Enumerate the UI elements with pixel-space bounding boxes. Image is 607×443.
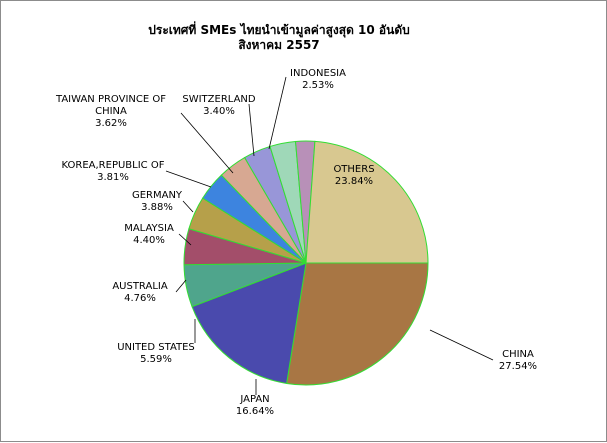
leader-line-china	[429, 329, 494, 361]
data-label-name-taiwan-province-of-china: CHINA	[95, 106, 127, 117]
data-label-name-others: OTHERS	[333, 164, 374, 175]
data-label-name-korea-republic-of: KOREA,REPUBLIC OF	[62, 160, 165, 171]
data-label-name-japan: JAPAN	[239, 394, 269, 405]
pie-slice-china	[286, 262, 429, 386]
data-label-pct-switzerland: 3.40%	[203, 106, 235, 117]
leader-line-germany	[182, 200, 194, 213]
data-label-name-china: CHINA	[502, 349, 534, 360]
data-label-pct-malaysia: 4.40%	[133, 235, 165, 246]
data-label-pct-united-states: 5.59%	[140, 354, 172, 365]
data-label-pct-taiwan-province-of-china: 3.62%	[95, 118, 127, 129]
data-label-pct-china: 27.54%	[499, 361, 537, 372]
data-label-name-australia: AUSTRALIA	[112, 281, 168, 292]
pie-slice-japan	[191, 262, 307, 385]
leader-line-switzerland	[248, 103, 255, 157]
data-label-name-taiwan-province-of-china: TAIWAN PROVINCE OF	[55, 94, 166, 105]
leader-line-indonesia	[268, 76, 287, 150]
data-label-pct-australia: 4.76%	[124, 293, 156, 304]
data-label-name-germany: GERMANY	[132, 190, 183, 201]
data-label-pct-germany: 3.88%	[141, 202, 173, 213]
chart-subtitle: สิงหาคม 2557	[238, 38, 319, 52]
data-label-name-united-states: UNITED STATES	[117, 342, 195, 353]
leader-line-australia	[175, 279, 187, 293]
leader-line-korea-republic-of	[165, 170, 212, 188]
data-label-name-switzerland: SWITZERLAND	[182, 94, 256, 105]
pie-slice-others	[305, 140, 429, 264]
data-label-name-malaysia: MALAYSIA	[124, 223, 174, 234]
data-label-name-indonesia: INDONESIA	[290, 68, 346, 79]
data-label-pct-indonesia: 2.53%	[302, 80, 334, 91]
data-label-pct-others: 23.84%	[335, 176, 373, 187]
data-label-pct-japan: 16.64%	[236, 406, 274, 417]
leader-line-malaysia	[178, 233, 192, 246]
data-label-pct-korea-republic-of: 3.81%	[97, 172, 129, 183]
chart-title: ประเทศที่ SMEs ไทยนำเข้ามูลค่าสูงสุด 10 …	[148, 21, 410, 38]
leader-line-taiwan-province-of-china	[180, 112, 234, 174]
